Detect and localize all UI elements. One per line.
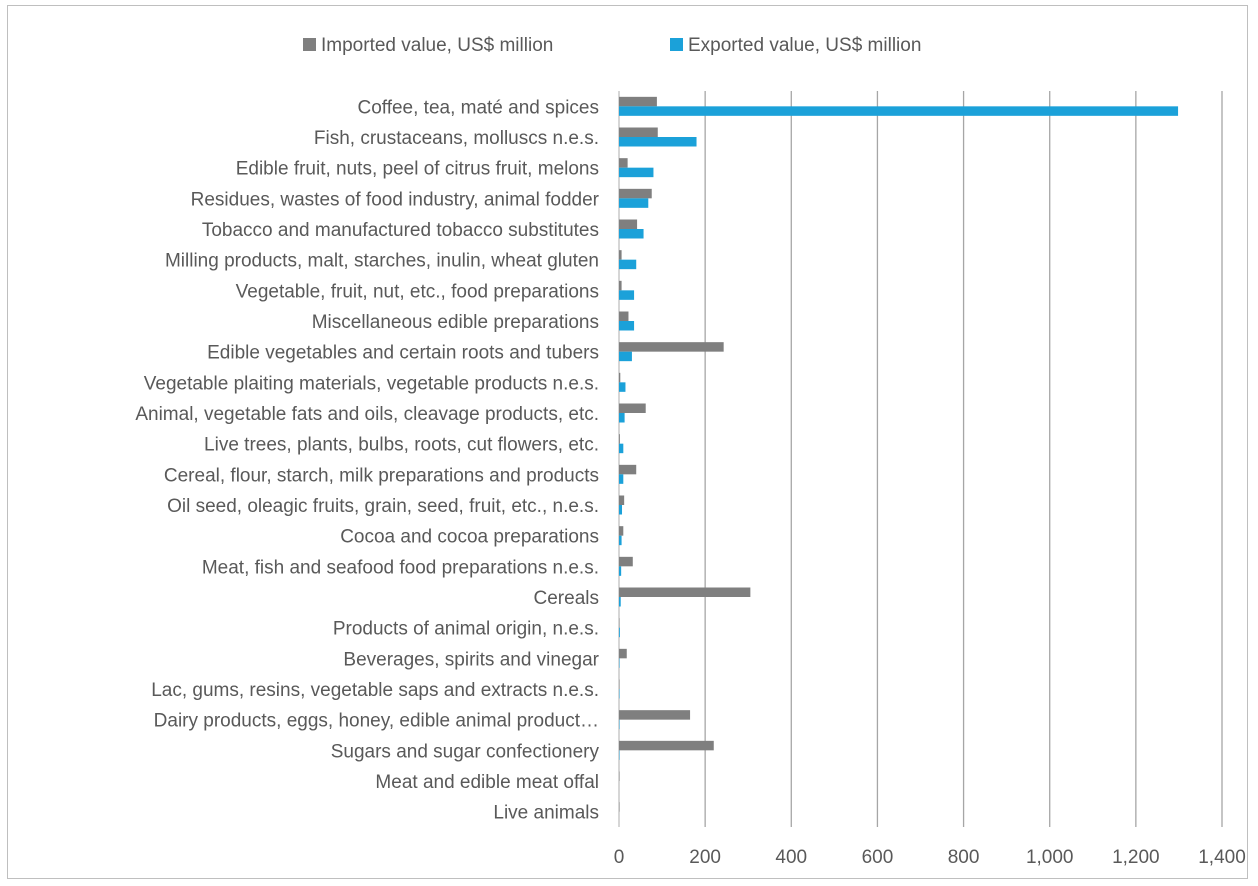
category-label: Miscellaneous edible preparations xyxy=(312,312,599,333)
exported-bar xyxy=(619,382,626,392)
imported-bar xyxy=(619,556,633,567)
x-tick-label: 200 xyxy=(689,847,721,868)
category-label: Coffee, tea, maté and spices xyxy=(357,97,599,118)
exported-bar xyxy=(619,351,632,362)
imported-bar xyxy=(619,740,714,751)
category-label: Animal, vegetable fats and oils, cleavag… xyxy=(135,404,599,425)
imported-bar xyxy=(619,219,638,229)
x-tick-label: 1,400 xyxy=(1198,847,1246,868)
exported-bar xyxy=(619,137,697,147)
imported-bar xyxy=(619,464,637,475)
imported-bar xyxy=(619,127,658,137)
gridlines xyxy=(618,91,1223,827)
imported-bar xyxy=(619,710,691,720)
imported-bar xyxy=(619,342,724,352)
exported-bar xyxy=(619,443,624,454)
category-label: Tobacco and manufactured tobacco substit… xyxy=(202,220,599,241)
exported-bar xyxy=(619,597,621,607)
category-label: Live animals xyxy=(493,803,599,824)
exported-bar xyxy=(619,106,1179,116)
imported-bar xyxy=(619,495,625,505)
imported-bar xyxy=(619,434,620,444)
imported-bar xyxy=(619,188,652,199)
imported-bar xyxy=(619,311,629,321)
category-labels: Coffee, tea, maté and spices Fish, crusta… xyxy=(135,97,599,823)
x-tick-label: 1,200 xyxy=(1112,847,1160,868)
category-label: Oil seed, oleagic fruits, grain, seed, f… xyxy=(167,496,599,517)
category-label: Edible vegetables and certain roots and … xyxy=(207,343,599,364)
exported-bar xyxy=(619,198,649,208)
category-label: Products of animal origin, n.e.s. xyxy=(333,619,599,640)
category-label: Live trees, plants, bulbs, roots, cut fl… xyxy=(204,435,599,456)
imported-bar xyxy=(619,96,657,107)
category-label: Cocoa and cocoa preparations xyxy=(340,527,599,548)
exported-bar xyxy=(619,535,622,546)
category-label: Residues, wastes of food industry, anima… xyxy=(191,189,600,210)
exported-bar xyxy=(619,413,625,423)
category-label: Meat, fish and seafood food preparations… xyxy=(202,557,599,578)
category-label: Cereals xyxy=(534,588,599,609)
imported-bar xyxy=(619,250,622,260)
x-tick-label: 800 xyxy=(948,847,980,868)
category-label: Vegetable plaiting materials, vegetable … xyxy=(144,373,599,394)
imported-bar xyxy=(619,280,622,291)
category-label: Sugars and sugar confectionery xyxy=(331,741,600,762)
imported-bar xyxy=(619,158,628,168)
x-tick-label: 0 xyxy=(614,847,625,868)
x-tick-label: 400 xyxy=(775,847,807,868)
exported-bar xyxy=(619,505,623,515)
category-label: Lac, gums, resins, vegetable saps and ex… xyxy=(151,680,599,701)
bars xyxy=(619,96,1179,812)
exported-bar xyxy=(619,290,635,300)
category-label: Meat and edible meat offal xyxy=(375,772,599,793)
x-axis-ticks: 0 200 400 600 800 1,000 1,200 1,400 xyxy=(614,847,1246,868)
legend-label-exported: Exported value, US$ million xyxy=(688,35,921,56)
exported-bar xyxy=(619,229,644,239)
x-tick-label: 600 xyxy=(862,847,894,868)
exported-bar xyxy=(619,627,620,638)
exported-bar xyxy=(619,259,637,270)
imported-bar xyxy=(619,372,621,383)
x-tick-label: 1,000 xyxy=(1026,847,1074,868)
imported-bar xyxy=(619,587,751,597)
category-label: Milling products, malt, starches, inulin… xyxy=(165,251,599,272)
legend: Imported value, US$ million Exported valu… xyxy=(303,35,921,56)
imported-bar xyxy=(619,526,624,536)
chart-frame xyxy=(7,5,1248,879)
exported-bar xyxy=(619,321,635,331)
category-label: Vegetable, fruit, nut, etc., food prepar… xyxy=(236,281,599,302)
category-label: Beverages, spirits and vinegar xyxy=(343,649,599,670)
exported-bar xyxy=(619,566,622,576)
category-label: Fish, crustaceans, molluscs n.e.s. xyxy=(314,128,599,149)
exported-bar xyxy=(619,167,654,178)
imported-bar xyxy=(619,403,646,413)
imported-bar xyxy=(619,648,627,659)
exported-bar xyxy=(619,474,624,484)
legend-swatch-imported xyxy=(303,38,316,51)
category-label: Cereal, flour, starch, milk preparations… xyxy=(164,465,599,486)
category-label: Edible fruit, nuts, peel of citrus fruit… xyxy=(236,159,599,180)
category-label: Dairy products, eggs, honey, edible anim… xyxy=(154,711,599,732)
legend-label-imported: Imported value, US$ million xyxy=(321,35,553,56)
legend-swatch-exported xyxy=(670,38,683,51)
